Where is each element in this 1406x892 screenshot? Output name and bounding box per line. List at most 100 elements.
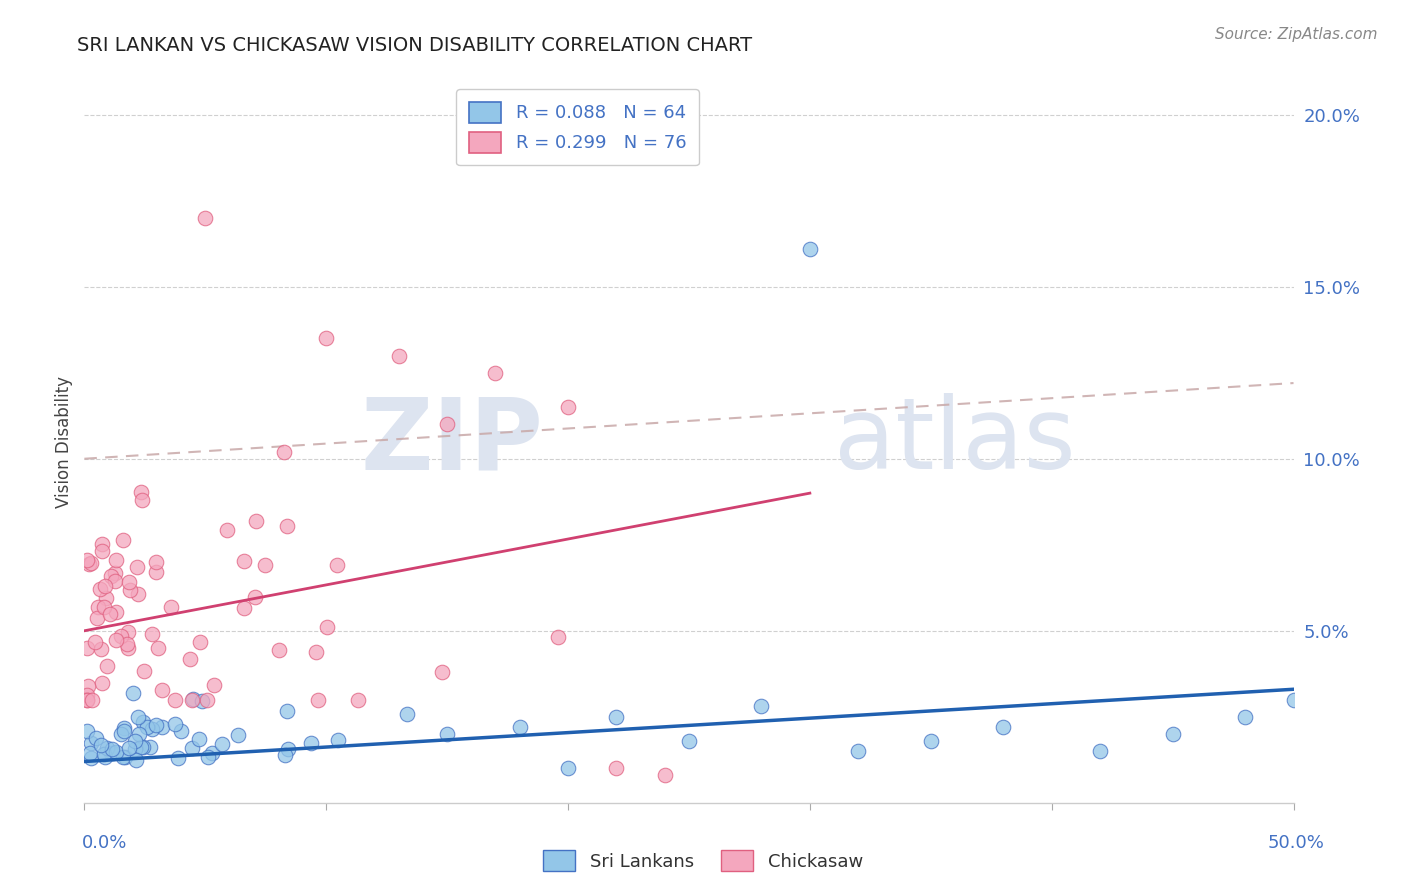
Point xyxy=(90,642,112,657)
Point xyxy=(120,582,142,597)
Point xyxy=(159,599,181,614)
Point xyxy=(299,736,322,750)
Point xyxy=(217,523,239,537)
Point xyxy=(100,746,122,760)
Point xyxy=(150,720,173,734)
Point xyxy=(122,686,145,700)
Point xyxy=(430,665,453,679)
Point xyxy=(132,665,155,679)
Point xyxy=(125,559,148,574)
Point xyxy=(131,739,153,754)
Point xyxy=(104,633,127,648)
Point xyxy=(112,724,135,739)
Point xyxy=(316,620,339,634)
Point xyxy=(110,629,132,643)
Point xyxy=(111,750,134,764)
Point xyxy=(436,417,458,432)
Point xyxy=(90,676,112,690)
Point xyxy=(127,710,149,724)
Point xyxy=(76,692,98,706)
Point xyxy=(131,493,153,508)
Text: 0.0%: 0.0% xyxy=(82,834,127,852)
Point xyxy=(605,761,627,775)
Point xyxy=(76,679,98,693)
Point xyxy=(751,699,773,714)
Point xyxy=(253,558,276,572)
Point xyxy=(145,555,167,569)
Point xyxy=(132,740,155,755)
Point xyxy=(91,544,114,558)
Point xyxy=(273,445,295,459)
Point xyxy=(202,678,225,692)
Point xyxy=(80,751,103,765)
Point xyxy=(211,737,233,751)
Point xyxy=(98,607,121,621)
Text: 50.0%: 50.0% xyxy=(1268,834,1324,852)
Point xyxy=(93,599,115,614)
Point xyxy=(79,746,101,760)
Point xyxy=(132,714,155,729)
Point xyxy=(187,732,209,747)
Point xyxy=(346,692,368,706)
Point xyxy=(80,692,103,706)
Point xyxy=(86,731,108,745)
Point xyxy=(96,659,118,673)
Point xyxy=(114,750,136,764)
Legend: R = 0.088   N = 64, R = 0.299   N = 76: R = 0.088 N = 64, R = 0.299 N = 76 xyxy=(456,89,699,165)
Point xyxy=(141,627,163,641)
Point xyxy=(105,745,128,759)
Point xyxy=(94,579,117,593)
Point xyxy=(117,640,139,655)
Point xyxy=(124,742,146,756)
Y-axis label: Vision Disability: Vision Disability xyxy=(55,376,73,508)
Point xyxy=(118,574,141,589)
Point xyxy=(86,611,108,625)
Point xyxy=(993,720,1015,734)
Point xyxy=(547,631,569,645)
Point xyxy=(484,366,506,380)
Point xyxy=(76,688,98,702)
Point xyxy=(1282,692,1305,706)
Point xyxy=(141,722,163,736)
Point xyxy=(557,400,579,414)
Point xyxy=(125,753,148,767)
Point xyxy=(388,349,411,363)
Point xyxy=(90,738,112,752)
Point xyxy=(76,641,98,656)
Point xyxy=(305,645,328,659)
Point xyxy=(89,582,111,597)
Point xyxy=(101,746,124,760)
Point xyxy=(188,635,211,649)
Point xyxy=(277,742,299,756)
Point xyxy=(436,727,458,741)
Point xyxy=(127,587,149,601)
Point xyxy=(84,635,107,649)
Point xyxy=(136,720,159,734)
Point xyxy=(799,242,821,256)
Point xyxy=(194,211,217,225)
Point xyxy=(112,721,135,735)
Text: SRI LANKAN VS CHICKASAW VISION DISABILITY CORRELATION CHART: SRI LANKAN VS CHICKASAW VISION DISABILIT… xyxy=(77,36,752,54)
Point xyxy=(228,728,250,742)
Point xyxy=(112,533,135,547)
Point xyxy=(150,683,173,698)
Point xyxy=(181,692,204,706)
Point xyxy=(165,692,187,706)
Point xyxy=(93,750,115,764)
Point xyxy=(201,746,224,760)
Point xyxy=(105,605,128,619)
Point xyxy=(232,554,254,568)
Point xyxy=(245,514,267,528)
Point xyxy=(163,716,186,731)
Point xyxy=(232,600,254,615)
Point xyxy=(148,640,170,655)
Point xyxy=(80,557,103,571)
Point xyxy=(307,692,329,706)
Point xyxy=(129,485,152,500)
Point xyxy=(396,707,419,722)
Point xyxy=(167,751,190,765)
Point xyxy=(94,591,117,606)
Point xyxy=(326,558,349,573)
Point xyxy=(118,740,141,755)
Point xyxy=(124,734,146,748)
